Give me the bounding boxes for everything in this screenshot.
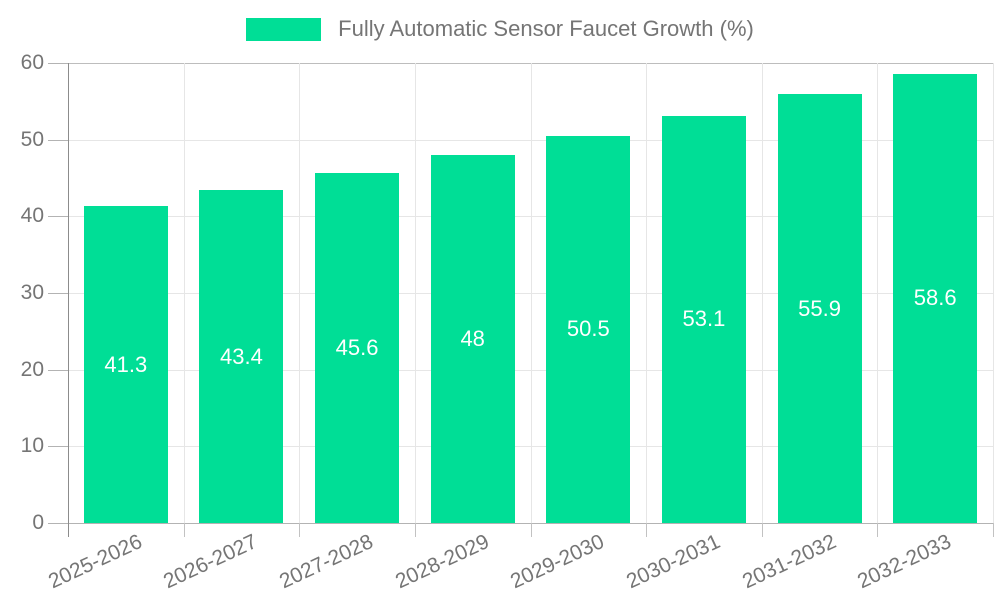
growth-bar[interactable]: 55.9 xyxy=(777,94,862,523)
y-axis-tick xyxy=(48,293,68,294)
growth-bar[interactable]: 53.1 xyxy=(661,115,746,523)
legend-swatch xyxy=(246,17,322,41)
bar-value-label: 43.4 xyxy=(220,343,263,369)
y-axis-line xyxy=(68,63,69,537)
y-axis-label: 60 xyxy=(20,51,44,74)
x-axis-tick xyxy=(761,523,763,537)
v-gridline xyxy=(761,63,763,523)
growth-bar[interactable]: 50.5 xyxy=(546,135,631,523)
bar-value-label: 50.5 xyxy=(566,316,610,342)
plot-area: 0 10 20 30 40 50 60 41.3 43.4 45.6 48 50.5 53.1 55.9 5… xyxy=(21,51,994,593)
y-axis-label: 0 xyxy=(32,511,44,534)
y-axis-tick xyxy=(48,216,68,218)
v-gridline xyxy=(414,63,416,523)
y-axis-label: 20 xyxy=(20,357,44,381)
y-axis-tick xyxy=(48,139,68,141)
x-axis-label: 2028-2029 xyxy=(391,530,493,594)
x-axis-tick xyxy=(877,523,879,537)
x-axis-label: 2032-2033 xyxy=(854,530,955,594)
x-axis-label: 2025-2026 xyxy=(44,530,146,594)
bar-value-label: 58.6 xyxy=(913,285,957,311)
x-axis-tick xyxy=(299,523,301,537)
x-axis-tick xyxy=(646,523,648,537)
x-axis-tick xyxy=(414,523,416,537)
growth-bar[interactable]: 43.4 xyxy=(199,190,284,523)
growth-bar[interactable]: 41.3 xyxy=(83,206,168,523)
v-gridline xyxy=(183,63,185,523)
x-axis-tick xyxy=(183,523,185,537)
bar-value-label: 41.3 xyxy=(104,351,148,377)
v-gridline xyxy=(646,63,648,523)
y-axis-label: 10 xyxy=(20,434,44,458)
y-axis-label: 40 xyxy=(20,204,44,228)
x-axis-tick xyxy=(993,523,994,537)
y-axis-tick xyxy=(48,523,68,524)
x-axis-label: 2029-2030 xyxy=(507,530,609,594)
y-axis-label: 30 xyxy=(20,281,44,304)
v-gridline xyxy=(877,63,879,523)
growth-bar[interactable]: 45.6 xyxy=(315,173,400,523)
x-axis-label: 2026-2027 xyxy=(160,530,262,594)
bar-value-label: 45.6 xyxy=(335,335,379,361)
bar-value-label: 55.9 xyxy=(798,295,841,321)
y-axis-tick xyxy=(48,63,68,64)
v-gridline xyxy=(530,63,532,523)
bar-value-label: 53.1 xyxy=(682,306,726,332)
y-axis-tick xyxy=(48,369,68,371)
v-gridline xyxy=(299,63,301,523)
v-gridline xyxy=(993,63,994,523)
x-axis-label: 2031-2032 xyxy=(738,530,840,594)
legend-label: Fully Automatic Sensor Faucet Growth (%) xyxy=(338,16,754,41)
legend[interactable]: Fully Automatic Sensor Faucet Growth (%) xyxy=(0,16,1000,42)
y-axis-tick xyxy=(48,446,68,448)
growth-bar[interactable]: 48 xyxy=(430,155,515,523)
growth-bar[interactable]: 58.6 xyxy=(893,73,978,523)
y-axis-label: 50 xyxy=(20,127,44,151)
x-axis-label: 2030-2031 xyxy=(622,530,724,594)
x-axis-label: 2027-2028 xyxy=(276,530,377,594)
x-axis-tick xyxy=(530,523,532,537)
bar-value-label: 48 xyxy=(460,326,485,351)
